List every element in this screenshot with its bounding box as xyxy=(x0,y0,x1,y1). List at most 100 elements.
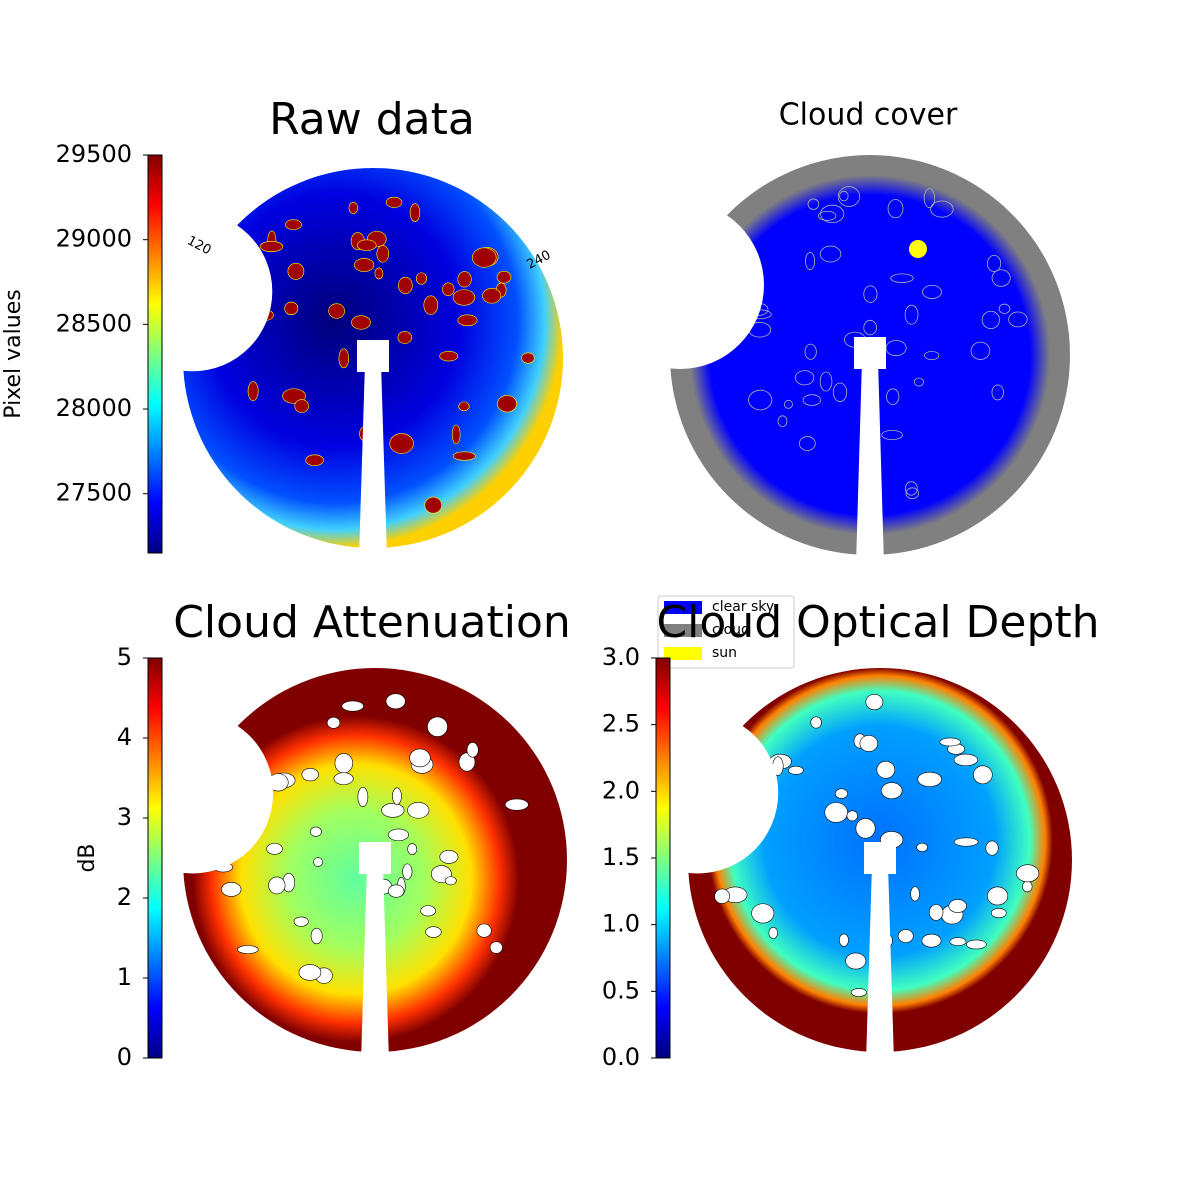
cloud-patch xyxy=(402,863,413,880)
cloud-patch xyxy=(472,247,497,268)
cloud-patch xyxy=(334,753,354,774)
cloud-patch xyxy=(424,496,443,514)
colorbar-tick-label: 29500 xyxy=(56,140,132,168)
colorbar-tick-label: 0.5 xyxy=(602,976,640,1004)
cloud-patch xyxy=(409,203,421,222)
cloud-patch xyxy=(328,303,345,319)
cloud-patch xyxy=(298,964,322,981)
horizon-mask xyxy=(596,201,764,369)
cloud-patch xyxy=(904,304,919,325)
legend-swatch xyxy=(664,601,702,614)
colorbar-tick-label: 0 xyxy=(117,1043,132,1071)
cloud-patch xyxy=(407,843,418,856)
cloud-patch xyxy=(357,787,369,807)
cloud-patch xyxy=(309,826,322,837)
colorbar-tick-label: 1.0 xyxy=(602,910,640,938)
cloud-patch xyxy=(865,693,884,711)
colorbar xyxy=(147,154,163,554)
cloud-patch xyxy=(985,840,999,856)
cloud-patch xyxy=(415,272,427,285)
cloud-patch xyxy=(966,939,987,950)
cloud-patch xyxy=(981,310,1000,329)
colorbar-tick-label: 1.5 xyxy=(602,843,640,871)
panel-title: Cloud Optical Depth xyxy=(656,597,1099,648)
cloud-patch xyxy=(221,881,242,897)
cloud-patch xyxy=(398,276,413,294)
cloud-patch xyxy=(917,771,942,787)
cloud-patch xyxy=(998,303,1011,314)
cloud-patch xyxy=(423,295,439,315)
shadowband-mask xyxy=(357,340,389,372)
cloud-patch xyxy=(482,288,502,304)
cloud-patch xyxy=(420,905,436,917)
cloud-patch xyxy=(268,876,286,895)
cloud-patch xyxy=(354,258,375,272)
cloud-patch xyxy=(287,262,305,280)
cloud-patch xyxy=(341,700,364,712)
shadowband-mask xyxy=(864,842,896,874)
panel-title: Raw data xyxy=(269,94,475,145)
cloud-patch xyxy=(788,765,804,775)
cloud-patch xyxy=(247,381,259,401)
cloud-patch xyxy=(855,818,876,839)
cloud-patch xyxy=(294,399,309,413)
colorbar-tick-label: 29000 xyxy=(56,225,132,253)
colorbar-tick-label: 2 xyxy=(117,883,132,911)
cloud-patch xyxy=(392,787,402,805)
cloud-patch xyxy=(351,315,371,330)
legend-label: clear sky xyxy=(712,599,774,615)
cloud-patch xyxy=(986,254,1002,272)
cloud-patch xyxy=(313,857,323,867)
cloud-patch xyxy=(452,289,476,306)
colorbar-tick-label: 0.0 xyxy=(602,1043,640,1071)
cloud-patch xyxy=(376,245,390,263)
cloud-patch xyxy=(924,350,940,361)
cloud-patch xyxy=(259,241,284,253)
cloud-patch xyxy=(768,927,778,940)
pole-mask xyxy=(856,360,884,565)
cloud-patch xyxy=(904,481,918,496)
cloud-patch xyxy=(458,401,470,412)
panel-title: Cloud cover xyxy=(779,98,958,133)
cloud-patch xyxy=(310,927,323,945)
cloud-patch xyxy=(466,742,479,758)
cloud-patch xyxy=(845,952,867,970)
cloud-patch xyxy=(837,186,861,207)
cloud-patch xyxy=(886,388,900,405)
cloud-patch xyxy=(451,424,461,445)
cloud-patch xyxy=(928,904,944,921)
cloud-patch xyxy=(881,429,903,440)
cloud-patch xyxy=(452,451,476,461)
cloud-patch xyxy=(990,907,1007,919)
cloud-patch xyxy=(839,933,849,947)
cloud-patch xyxy=(777,415,788,427)
cloud-patch xyxy=(458,752,476,772)
cloud-patch xyxy=(284,301,299,316)
cloud-patch xyxy=(476,923,492,938)
cloud-patch xyxy=(953,753,978,767)
cloud-patch xyxy=(850,988,867,997)
cloud-patch xyxy=(301,767,319,782)
cloud-patch xyxy=(338,348,349,369)
cloud-patch xyxy=(802,394,821,406)
colorbar-tick-label: 1 xyxy=(117,963,132,991)
legend-swatch xyxy=(664,624,702,637)
cloud-patch xyxy=(714,888,731,904)
cloud-patch xyxy=(876,760,896,779)
cloud-patch xyxy=(839,190,849,202)
cloud-patch xyxy=(388,828,409,842)
cloud-patch xyxy=(385,196,403,208)
colorbar-tick-label: 4 xyxy=(117,723,132,751)
cloud-patch xyxy=(970,341,991,360)
cloud-patch xyxy=(923,188,936,209)
cloud-patch xyxy=(887,199,904,219)
colorbar-tick-label: 5 xyxy=(117,643,132,671)
cloud-patch xyxy=(521,352,535,364)
cloud-patch xyxy=(427,716,448,737)
cloud-patch xyxy=(356,239,377,251)
cloud-patch xyxy=(973,765,993,785)
cloud-patch xyxy=(916,842,928,852)
cloud-patch xyxy=(388,884,405,898)
cloud-patch xyxy=(953,837,979,847)
